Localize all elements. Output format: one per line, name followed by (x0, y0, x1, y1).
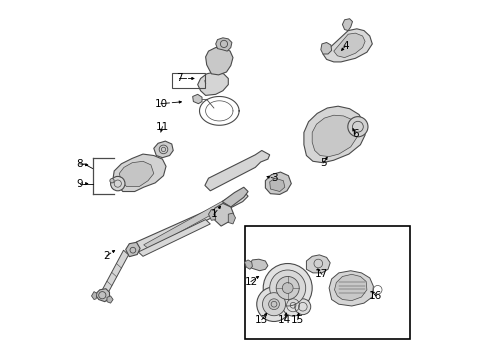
Polygon shape (320, 42, 331, 54)
Polygon shape (328, 271, 373, 306)
Text: 6: 6 (351, 129, 358, 139)
Circle shape (110, 176, 125, 191)
Text: 1: 1 (210, 209, 217, 219)
Bar (244, 226, 409, 339)
Text: 9: 9 (76, 179, 83, 189)
Text: 16: 16 (368, 291, 382, 301)
Text: 3: 3 (270, 173, 277, 183)
Text: 2: 2 (103, 251, 110, 261)
Polygon shape (368, 281, 386, 299)
Polygon shape (222, 187, 247, 207)
Circle shape (256, 287, 291, 321)
Text: 13: 13 (255, 315, 268, 325)
Polygon shape (138, 220, 210, 256)
Polygon shape (211, 203, 233, 226)
Polygon shape (333, 33, 365, 58)
Text: 12: 12 (244, 276, 257, 287)
Text: 11: 11 (156, 122, 169, 132)
Circle shape (347, 117, 367, 137)
Circle shape (262, 293, 285, 316)
Polygon shape (322, 29, 371, 62)
Circle shape (282, 294, 303, 316)
Text: 4: 4 (341, 41, 348, 51)
Polygon shape (215, 38, 231, 51)
Text: 7: 7 (175, 73, 182, 84)
Circle shape (282, 283, 292, 293)
Polygon shape (113, 154, 166, 192)
Polygon shape (303, 106, 365, 163)
Bar (171, 73, 204, 88)
Text: 8: 8 (76, 159, 83, 169)
Polygon shape (134, 192, 247, 254)
Polygon shape (311, 115, 356, 157)
Polygon shape (334, 274, 366, 301)
Polygon shape (197, 72, 228, 95)
Polygon shape (204, 150, 269, 191)
Polygon shape (306, 255, 329, 273)
Polygon shape (208, 210, 215, 220)
Text: 14: 14 (278, 315, 291, 325)
Polygon shape (205, 48, 232, 75)
Polygon shape (107, 296, 113, 303)
Polygon shape (125, 242, 140, 257)
Text: 10: 10 (154, 99, 167, 109)
Polygon shape (244, 260, 252, 269)
Circle shape (263, 264, 311, 312)
Circle shape (294, 299, 310, 315)
Text: 17: 17 (315, 269, 328, 279)
Polygon shape (143, 197, 233, 249)
Polygon shape (100, 250, 128, 299)
Text: 15: 15 (290, 315, 304, 325)
Circle shape (276, 276, 299, 300)
Circle shape (268, 299, 279, 310)
Polygon shape (342, 19, 352, 31)
Polygon shape (91, 292, 97, 300)
Circle shape (269, 270, 305, 306)
Polygon shape (192, 94, 202, 104)
Polygon shape (153, 141, 173, 158)
Polygon shape (228, 213, 235, 224)
Polygon shape (269, 178, 284, 192)
Polygon shape (248, 259, 267, 271)
Text: 5: 5 (320, 158, 326, 168)
Circle shape (110, 179, 114, 183)
Polygon shape (95, 289, 109, 302)
Polygon shape (265, 172, 291, 194)
Polygon shape (119, 161, 153, 186)
